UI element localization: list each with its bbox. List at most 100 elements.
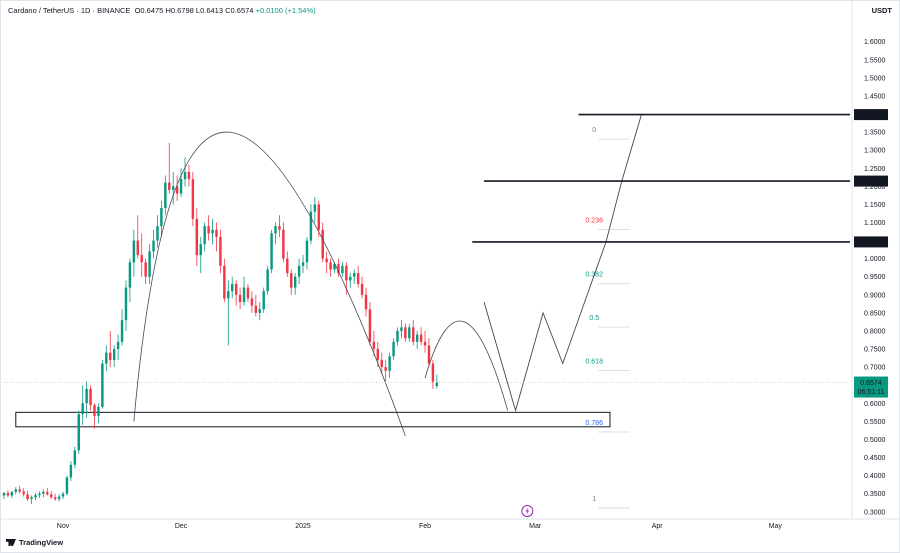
candle-body: [195, 218, 199, 256]
x-tick-label: Apr: [652, 523, 664, 530]
candle-body: [317, 204, 321, 230]
price-level-label: 1.2145: [860, 179, 882, 186]
candle-body: [105, 352, 108, 364]
candle-body: [415, 334, 419, 342]
candle-body: [274, 226, 277, 234]
x-tick-label: Dec: [175, 523, 188, 530]
candle-body: [388, 356, 391, 371]
candle-body: [61, 493, 65, 497]
candle-body: [227, 291, 230, 299]
candle-body: [297, 265, 301, 277]
candle-body: [148, 251, 151, 277]
candle-body: [404, 327, 407, 339]
candle-body: [85, 388, 88, 404]
y-tick-label: 1.2500: [864, 166, 886, 173]
candle-body: [120, 320, 124, 342]
candle-body: [341, 265, 344, 274]
candle-body: [160, 208, 163, 227]
candle-body: [333, 264, 336, 270]
small-arc-line: [424, 320, 509, 411]
currency-label[interactable]: USDT: [871, 6, 892, 15]
candle-body: [234, 283, 238, 295]
candle-body: [65, 477, 69, 494]
candle-body: [435, 382, 439, 387]
candle-body: [400, 327, 403, 331]
candle-body: [73, 450, 77, 465]
y-tick-label: 1.3000: [864, 148, 886, 155]
tradingview-logo[interactable]: TradingView: [6, 538, 63, 547]
y-tick-label: 1.1000: [864, 220, 886, 227]
candle-body: [81, 403, 84, 415]
candle-body: [164, 182, 167, 209]
y-tick-label: 1.3500: [864, 130, 886, 137]
candle-body: [2, 492, 6, 496]
candle-body: [246, 287, 250, 299]
candle-body: [203, 226, 206, 245]
candle-body: [321, 229, 324, 259]
candle-body: [14, 489, 18, 492]
candle-body: [168, 182, 171, 190]
candle-body: [372, 341, 376, 350]
x-tick-label: May: [769, 523, 783, 530]
candle-body: [313, 204, 317, 212]
candle-body: [140, 255, 143, 263]
brand-label: TradingView: [19, 538, 64, 547]
y-tick-label: 1.5000: [864, 75, 886, 82]
fib-level-label: 0.5: [589, 315, 599, 322]
last-price-label: 0.6574: [860, 380, 882, 387]
candle-body: [109, 352, 112, 360]
candle-body: [199, 244, 202, 256]
candle-body: [360, 283, 364, 295]
candle-body: [301, 262, 305, 266]
candle-body: [286, 258, 289, 274]
candle-body: [97, 406, 100, 416]
y-tick-label: 1.2000: [864, 184, 886, 191]
candle-body: [89, 388, 92, 406]
x-tick-label: Nov: [57, 523, 70, 530]
fib-level-label: 1: [592, 496, 596, 503]
projection-path: [483, 114, 642, 413]
candle-body: [112, 349, 116, 360]
candle-body: [187, 171, 191, 180]
y-tick-label: 0.5500: [864, 419, 886, 426]
candle-body: [124, 287, 128, 321]
x-tick-label: 2025: [295, 523, 311, 530]
y-tick-label: 0.8500: [864, 310, 886, 317]
fib-level-label: 0.236: [585, 217, 603, 224]
candle-body: [93, 405, 96, 416]
candle-body: [132, 240, 136, 263]
candle-body: [368, 309, 372, 342]
candle-body: [290, 273, 293, 288]
open-value: O0.6475: [134, 6, 164, 15]
y-tick-label: 0.7500: [864, 347, 886, 354]
y-tick-label: 0.7000: [864, 365, 886, 372]
candle-body: [156, 226, 159, 241]
candle-body: [49, 494, 53, 498]
y-tick-label: 1.1500: [864, 202, 886, 209]
price-level-label: 1.0463: [860, 239, 882, 246]
low-value: L0.6413: [195, 6, 224, 15]
y-tick-label: 1.6000: [864, 39, 886, 46]
candle-body: [423, 341, 427, 346]
candle-body: [392, 341, 395, 357]
fib-level-label: 0.618: [585, 359, 603, 366]
candle-body: [116, 341, 120, 350]
candle-body: [171, 186, 175, 190]
candle-body: [337, 264, 340, 274]
lightning-icon: [525, 507, 530, 515]
candle-body: [364, 294, 368, 310]
candle-body: [219, 236, 222, 266]
candle-body: [144, 262, 147, 277]
y-tick-label: 0.9500: [864, 274, 886, 281]
candle-body: [136, 240, 140, 256]
y-tick-label: 0.4500: [864, 455, 886, 462]
y-tick-label: 0.3000: [864, 509, 886, 516]
large-arc-line: [133, 131, 406, 436]
y-tick-label: 0.3500: [864, 491, 886, 498]
candle-body: [309, 211, 313, 241]
candle-body: [329, 262, 332, 270]
candle-body: [349, 276, 352, 281]
y-tick-label: 1.4500: [864, 93, 886, 100]
price-level-tag: [854, 109, 888, 121]
